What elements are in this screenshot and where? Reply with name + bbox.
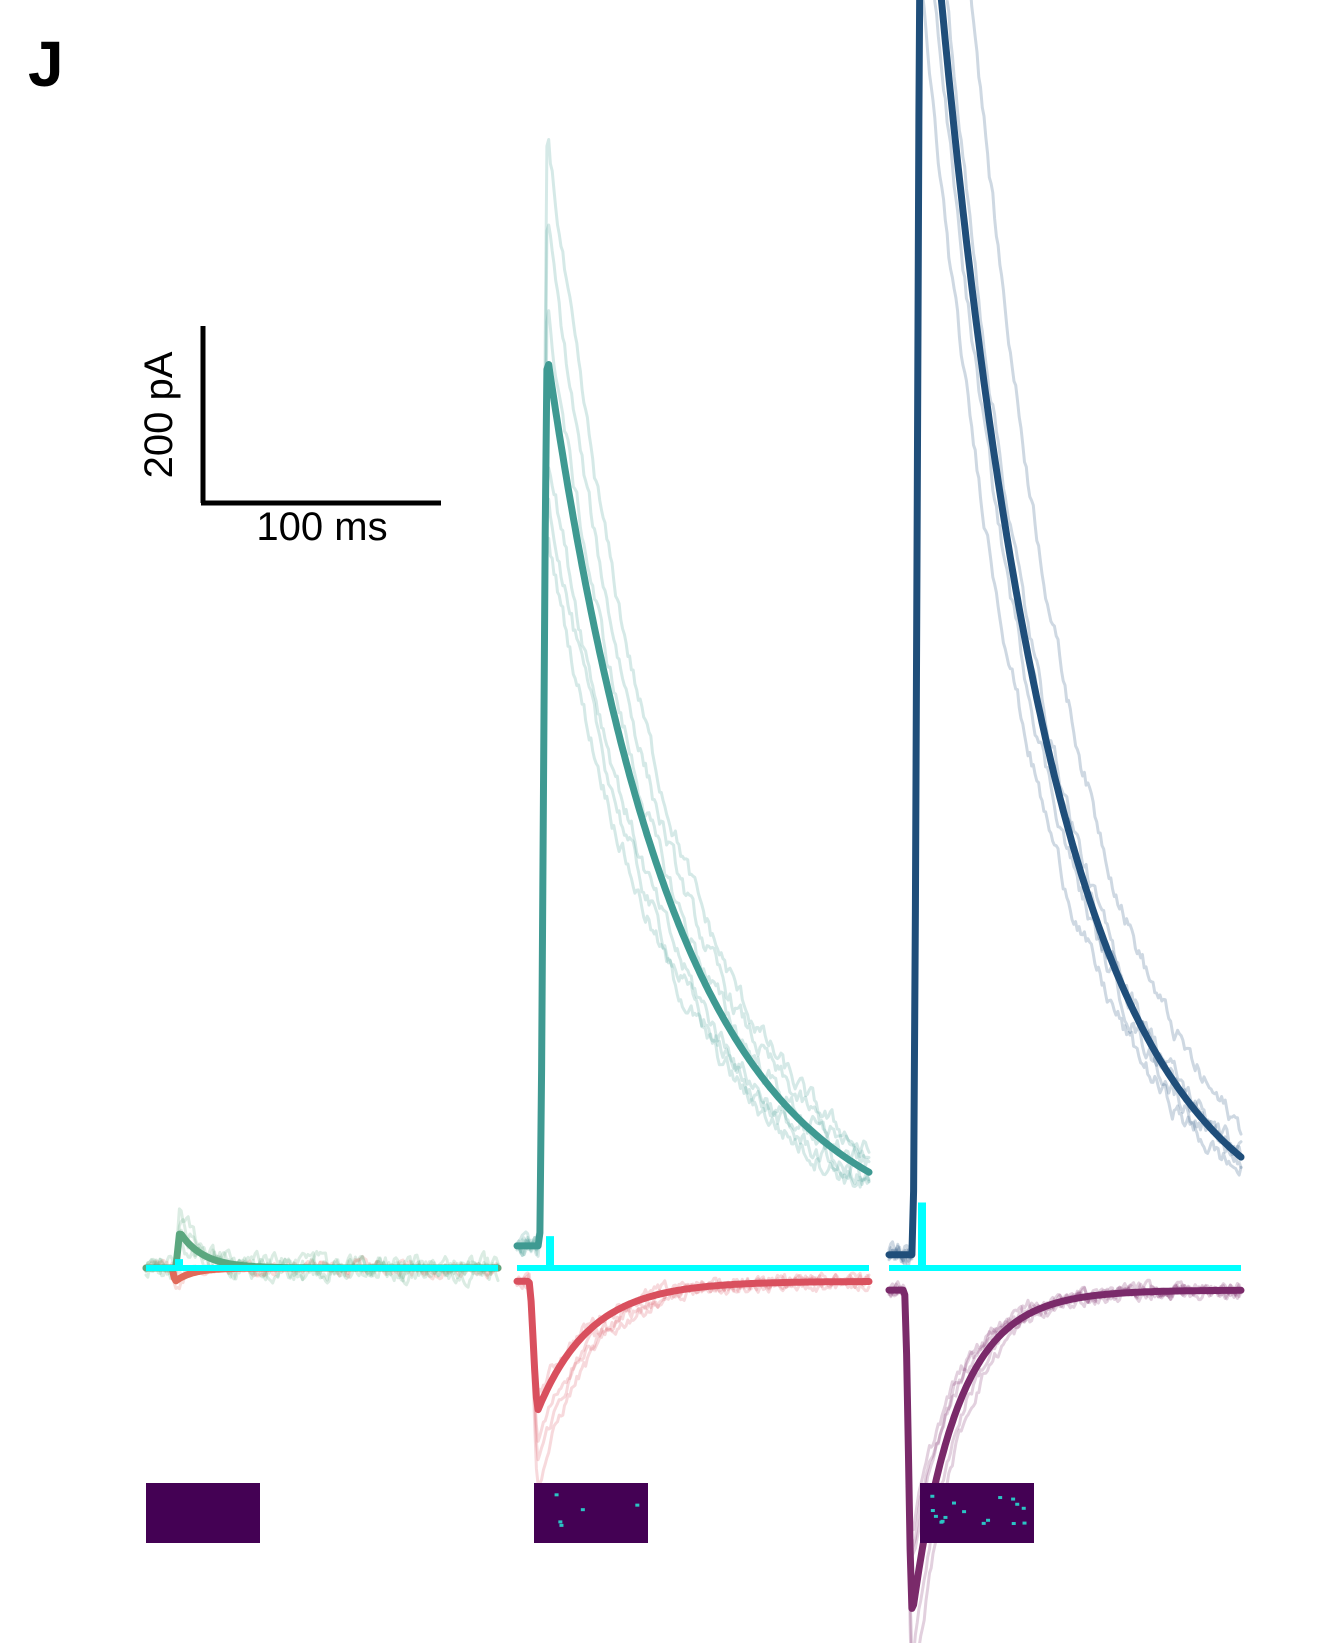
- scale-bar-current-label: 200 pA: [137, 351, 181, 478]
- ipsc-trial-trace: [515, 536, 871, 1257]
- ipsc-mean-trace: [513, 361, 873, 1250]
- stimulus-spot: [951, 1501, 956, 1505]
- stimulus-spot: [635, 1503, 640, 1507]
- stimulus-spot: [962, 1510, 967, 1514]
- stimulus-pattern-inset: [146, 1483, 260, 1543]
- stimulus-spot: [1011, 1522, 1016, 1526]
- stimulus-spot: [1015, 1502, 1020, 1506]
- epsc-mean-trace: [885, 1286, 1245, 1612]
- ipsc-trial-trace: [887, 0, 1243, 1263]
- ipsc-trial-trace: [515, 497, 871, 1257]
- stimulus-spot: [559, 1523, 564, 1527]
- stimulus-spot: [930, 1494, 935, 1498]
- stimulus-spot: [1022, 1521, 1027, 1525]
- stimulus-spot: [933, 1514, 938, 1518]
- stimulus-pattern-inset: [920, 1483, 1034, 1543]
- ipsc-trial-trace: [515, 309, 871, 1258]
- stimulus-spot: [1021, 1506, 1026, 1510]
- traces: [142, 0, 1245, 1643]
- stimulus-pattern-inset: [534, 1483, 648, 1543]
- stimulus-spot: [930, 1509, 935, 1513]
- ipsc-trial-trace: [887, 0, 1243, 1268]
- panel-letter: J: [28, 28, 64, 100]
- ipsc-trial-trace: [887, 0, 1243, 1264]
- stimulus-spot: [554, 1493, 559, 1497]
- stimulus-spot: [986, 1518, 991, 1522]
- scale-bar-time-label: 100 ms: [256, 505, 387, 549]
- epsc-trial-trace: [515, 1273, 871, 1443]
- stimulus-spot: [940, 1519, 945, 1523]
- stimulus-spot: [558, 1520, 563, 1524]
- ipsc-trial-trace: [515, 223, 871, 1255]
- epsc-mean-trace: [513, 1277, 873, 1414]
- ipsc-trial-trace: [515, 138, 871, 1252]
- ipsc-trial-trace: [887, 0, 1243, 1265]
- stimulus-spot: [580, 1508, 585, 1512]
- scale-bar: 200 pA 100 ms: [137, 326, 441, 549]
- epsc-trial-trace: [887, 1283, 1243, 1551]
- stimulus-spot: [943, 1515, 948, 1519]
- stimulus-spot: [998, 1496, 1003, 1500]
- stimulus-spot: [1011, 1497, 1016, 1501]
- stimulus-spot: [981, 1521, 986, 1525]
- stimulus-pattern-insets: [146, 1483, 1034, 1543]
- epsc-trial-trace: [515, 1271, 871, 1462]
- ipsc-mean-trace: [885, 0, 1245, 1259]
